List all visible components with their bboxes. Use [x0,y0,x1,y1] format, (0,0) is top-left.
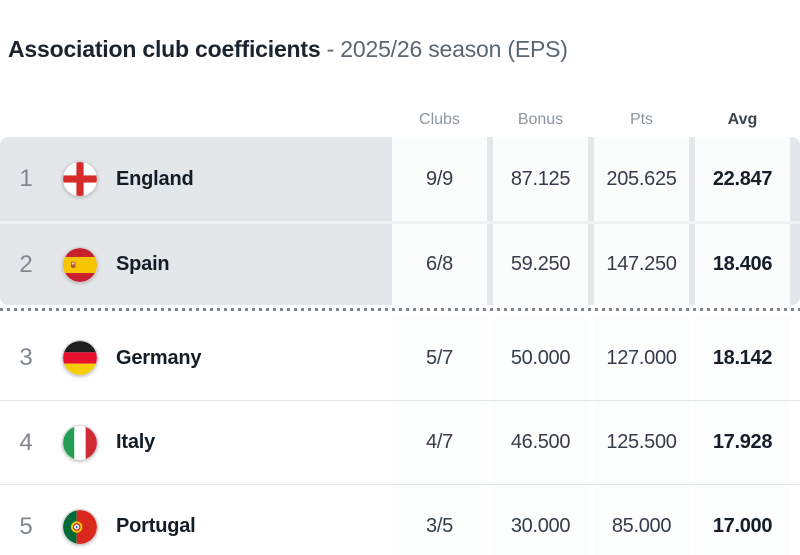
avg-value: 17.000 [695,485,790,555]
pts-value: 85.000 [594,485,689,555]
flag-italy-icon [58,424,102,461]
country-name: Portugal [116,515,196,537]
qualification-cutoff-line [0,308,800,311]
coefficients-table: Clubs Bonus Pts Avg 1 [0,103,800,555]
title-suffix: - 2025/26 season (EPS) [320,36,568,62]
table-row-germany[interactable]: 3 Germany 5/7 [0,316,800,400]
avg-value: 17.928 [695,401,790,484]
pts-value: 205.625 [594,137,689,221]
rank-value: 5 [19,512,33,540]
avg-value: 18.406 [695,224,790,305]
flag-germany-icon [58,340,102,376]
bonus-value: 46.500 [493,401,588,484]
clubs-value: 4/7 [392,401,487,484]
qualification-zone: 1 England 9/9 [0,137,800,305]
rank-value: 3 [19,344,33,371]
non-qualification-zone: 3 Germany 5/7 [0,316,800,555]
pts-value: 127.000 [594,316,689,400]
column-header-clubs: Clubs [419,111,460,128]
rank-value: 4 [19,428,33,456]
clubs-value: 3/5 [392,485,487,555]
table-row-spain[interactable]: 2 [0,221,800,305]
column-header-pts: Pts [629,111,654,128]
pts-value: 147.250 [594,224,689,305]
clubs-value: 9/9 [392,137,487,221]
table-header-row: Clubs Bonus Pts Avg [0,103,800,137]
column-header-avg: Avg [727,111,758,128]
country-name: England [116,167,194,190]
table-row-england[interactable]: 1 England 9/9 [0,137,800,221]
page: Association club coefficients - 2025/26 … [0,36,800,555]
country-name: Italy [116,431,156,453]
table-row-italy[interactable]: 4 Italy 4/7 46 [0,400,800,484]
pts-value: 125.500 [594,401,689,484]
title-main: Association club coefficients [8,36,321,62]
avg-value: 18.142 [695,316,790,400]
avg-value: 22.847 [695,137,790,221]
country-name: Spain [116,253,170,275]
country-name: Germany [116,346,202,369]
table-row-portugal[interactable]: 5 [0,484,800,555]
rank-value: 2 [19,250,33,278]
clubs-value: 6/8 [392,224,487,305]
page-title: Association club coefficients - 2025/26 … [8,36,800,63]
bonus-value: 50.000 [493,316,588,400]
clubs-value: 5/7 [392,316,487,400]
flag-england-icon [58,161,102,197]
bonus-value: 87.125 [493,137,588,221]
flag-portugal-icon [58,508,102,545]
bonus-value: 30.000 [493,485,588,555]
flag-spain-icon [58,246,102,283]
column-header-bonus: Bonus [517,111,564,128]
bonus-value: 59.250 [493,224,588,305]
rank-value: 1 [19,165,33,192]
